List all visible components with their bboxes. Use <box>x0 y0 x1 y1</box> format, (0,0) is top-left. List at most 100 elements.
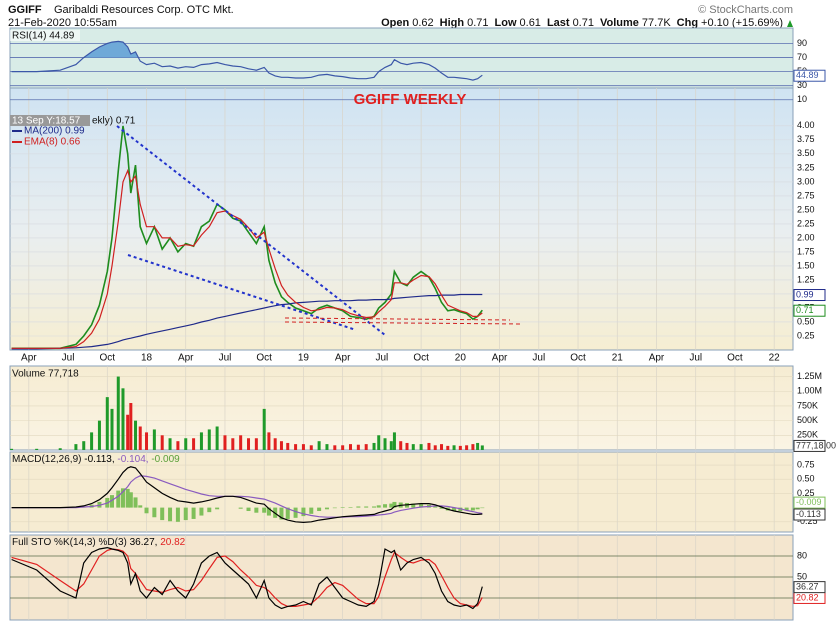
histogram-bar <box>199 507 204 516</box>
value-box <box>793 289 826 302</box>
volume-bar <box>286 442 290 450</box>
volume-bar <box>138 426 142 450</box>
rsi-panel <box>9 27 794 89</box>
trend-line <box>127 254 357 331</box>
volume-bar <box>480 445 484 450</box>
volume-bar <box>160 435 164 450</box>
volume-bar <box>383 438 387 450</box>
value-box-label: 20.82 <box>796 592 819 602</box>
trend-lines <box>116 125 386 336</box>
histogram-bar <box>376 505 381 508</box>
x-tick-label: Oct <box>727 353 743 364</box>
value-box <box>793 508 826 521</box>
histogram-bar <box>125 488 130 508</box>
quote-label: Last <box>547 17 570 29</box>
legend-entry: ekly) 0.71 <box>92 116 136 127</box>
quote-value: +0.10 (+15.69%) <box>701 17 783 29</box>
histogram-bar <box>332 507 337 509</box>
histogram-bar <box>254 507 259 513</box>
value-box-label: 36.27 <box>796 581 819 591</box>
quote-value: 0.71 <box>573 17 594 29</box>
quote: Open 0.62 High 0.71 Low 0.61 Last 0.71 Volume 77.… <box>381 17 783 29</box>
x-tick-label: Apr <box>335 353 351 364</box>
legend-entry: 36.27, <box>130 537 158 548</box>
legend-entry: -0.113, <box>84 454 114 465</box>
y-tick-label: 1.00M <box>797 386 822 396</box>
histogram-bar <box>480 507 485 509</box>
histogram-bar <box>372 506 377 508</box>
x-tick-label: 22 <box>769 353 781 364</box>
quote-value: 0.62 <box>412 17 433 29</box>
volume-bar <box>145 432 149 450</box>
volume-bar <box>239 435 243 450</box>
y-tick-label: 0.50 <box>797 474 815 484</box>
y-tick-label: 4.00 <box>797 120 815 130</box>
legend-entry: MA(200) 0.99 <box>24 126 85 137</box>
x-tick-label: Oct <box>100 353 116 364</box>
x-tick-label: Jul <box>689 353 702 364</box>
volume-bar <box>215 426 219 450</box>
volume-bar <box>223 435 227 450</box>
x-tick-label: 19 <box>298 353 310 364</box>
y-tick-label: 10 <box>797 94 807 104</box>
legend-entry: EMA(8) 0.66 <box>24 137 81 148</box>
volume-bar <box>405 442 409 450</box>
volume-bar <box>105 397 109 450</box>
volume-bar <box>399 441 403 450</box>
y-tick-label: 1.50 <box>797 260 815 270</box>
value-box-label: 777,18.00 <box>796 440 836 450</box>
y-tick-label: 30 <box>797 80 807 90</box>
volume-bar <box>35 448 39 450</box>
volume-bar <box>116 376 120 450</box>
y-tick-label: 0.25 <box>797 330 815 340</box>
histogram-bar <box>168 507 173 522</box>
support-lines <box>284 317 523 325</box>
volume-bar <box>372 442 376 450</box>
volume-bar <box>440 444 444 450</box>
value-box <box>793 439 826 452</box>
volume-bar <box>446 445 450 450</box>
volume-bar <box>341 445 345 450</box>
histogram-bar <box>293 507 298 518</box>
value-box-label: 0.71 <box>796 305 814 315</box>
volume-bar <box>458 445 462 450</box>
value-box <box>793 304 826 317</box>
histogram-bar <box>470 507 475 511</box>
legend-entry: -0.104, <box>117 454 148 465</box>
histogram-bar <box>246 507 251 512</box>
histogram-bar <box>207 507 212 513</box>
y-tick-label: 0.50 <box>797 316 815 326</box>
volume-bar <box>427 442 431 450</box>
y-tick-label: 90 <box>797 38 807 48</box>
y-tick-label: 2.50 <box>797 204 815 214</box>
x-tick-label: Jul <box>532 353 545 364</box>
histogram-bar <box>475 507 480 510</box>
volume-bar <box>309 445 313 450</box>
volume-bar <box>356 444 360 450</box>
histogram-bar <box>238 507 243 509</box>
volume-bar <box>152 429 156 450</box>
volume-bar <box>262 408 266 450</box>
series-line <box>11 293 483 350</box>
histogram-bar <box>301 507 306 517</box>
volume-bar <box>121 388 125 450</box>
volume-bar <box>325 444 329 450</box>
y-tick-label: 3.00 <box>797 176 815 186</box>
volume-bar <box>419 444 423 450</box>
volume-bar <box>176 441 180 450</box>
y-tick-label: 3.50 <box>797 148 815 158</box>
quote-label: Low <box>495 17 517 29</box>
histogram-bar <box>392 501 397 508</box>
support-line <box>284 317 511 321</box>
tooltip-bg <box>10 115 90 126</box>
histogram-bar <box>433 506 438 508</box>
volume-bar <box>231 438 235 450</box>
histogram-bar <box>120 488 125 508</box>
quote-label: Chg <box>677 17 698 29</box>
up-arrow <box>787 20 793 27</box>
value-box-label: 0.99 <box>796 289 814 299</box>
annotation: GGIFF WEEKLY <box>354 91 467 108</box>
value-box <box>793 496 826 509</box>
histogram-bar <box>128 492 133 508</box>
volume-bar <box>110 408 114 450</box>
